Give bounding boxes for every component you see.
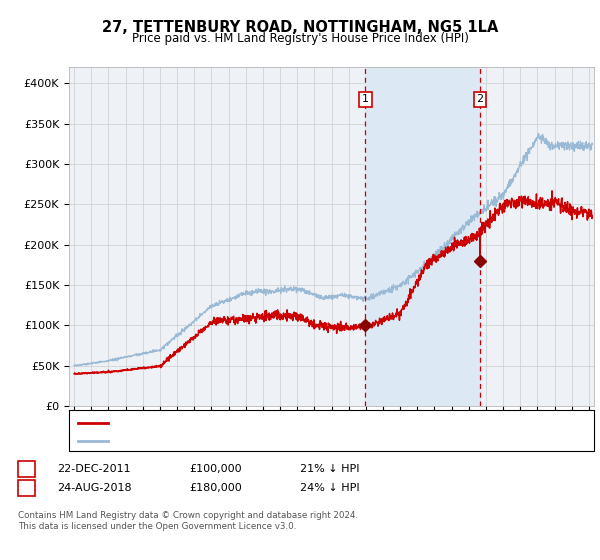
Text: Contains HM Land Registry data © Crown copyright and database right 2024.: Contains HM Land Registry data © Crown c… [18,511,358,520]
Text: 21% ↓ HPI: 21% ↓ HPI [300,464,359,474]
Text: 2: 2 [23,483,30,493]
Text: 27, TETTENBURY ROAD, NOTTINGHAM, NG5 1LA (detached house): 27, TETTENBURY ROAD, NOTTINGHAM, NG5 1LA… [112,418,457,428]
Text: 22-DEC-2011: 22-DEC-2011 [57,464,131,474]
Text: 1: 1 [23,464,30,474]
Text: 24-AUG-2018: 24-AUG-2018 [57,483,131,493]
Text: This data is licensed under the Open Government Licence v3.0.: This data is licensed under the Open Gov… [18,522,296,531]
Text: £180,000: £180,000 [189,483,242,493]
Text: Price paid vs. HM Land Registry's House Price Index (HPI): Price paid vs. HM Land Registry's House … [131,32,469,45]
Text: £100,000: £100,000 [189,464,242,474]
Text: 24% ↓ HPI: 24% ↓ HPI [300,483,359,493]
Text: 1: 1 [362,95,369,104]
Text: 27, TETTENBURY ROAD, NOTTINGHAM, NG5 1LA: 27, TETTENBURY ROAD, NOTTINGHAM, NG5 1LA [102,20,498,35]
Text: HPI: Average price, detached house, City of Nottingham: HPI: Average price, detached house, City… [112,436,404,446]
Bar [365,67,480,406]
Text: 2: 2 [476,95,484,104]
